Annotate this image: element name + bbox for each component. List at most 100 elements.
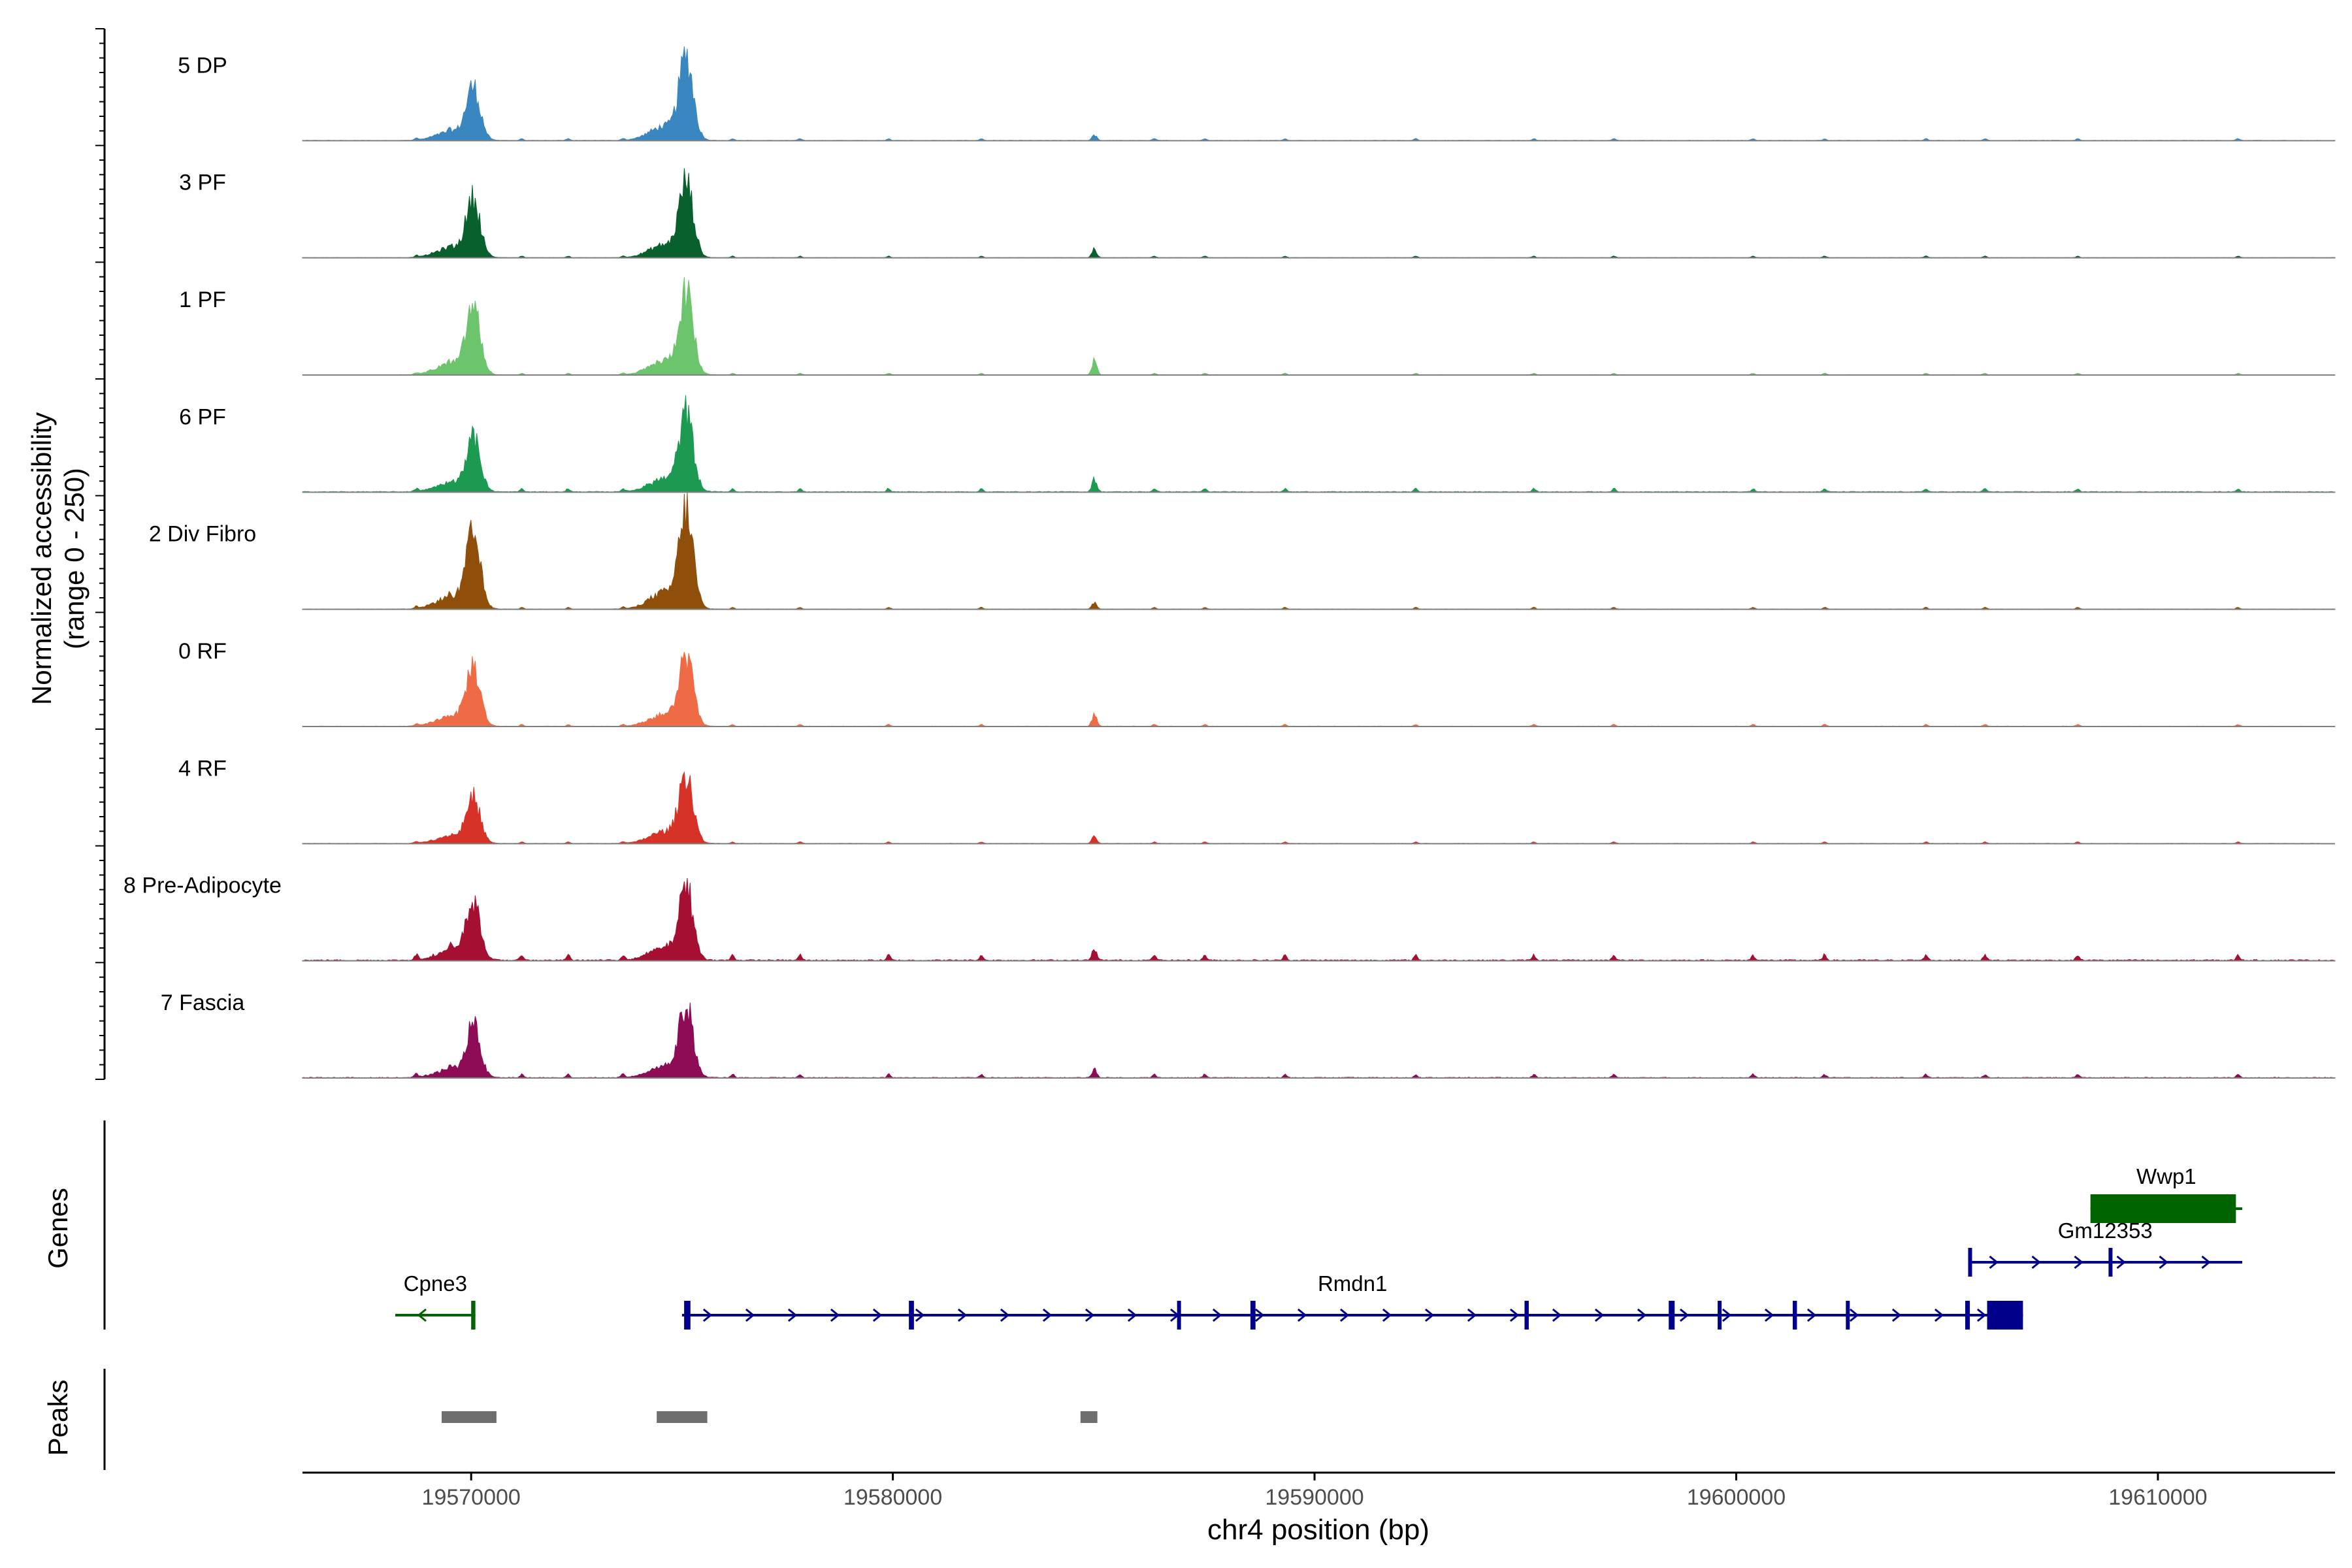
gene-Wwp1: Wwp1	[2090, 1164, 2243, 1223]
gene-Gm12353: Gm12353	[1968, 1218, 2243, 1277]
strand-arrow	[1679, 1308, 1690, 1322]
strand-arrow	[872, 1308, 883, 1322]
track-label-8: 7 Fascia	[161, 990, 245, 1015]
coverage-area-6	[302, 771, 2336, 844]
strand-arrow	[1849, 1308, 1859, 1322]
track-label-6: 4 RF	[178, 756, 227, 781]
coverage-tracks: 5 DP 3 PF 1 PF 6 PF 2 Div Fibro 0 RF 4 RF 8 Pre…	[95, 28, 2336, 1080]
track-5: 0 RF	[178, 639, 2336, 727]
gene-annotation-panel: Cpne3 Rmdn1 Gm12353 Wwp1	[103, 1120, 2243, 1330]
gene-Rmdn1: Rmdn1	[681, 1271, 2023, 1330]
strand-arrow	[1722, 1308, 1732, 1322]
track-3: 6 PF	[179, 395, 2336, 493]
coverage-area-1	[302, 168, 2336, 259]
strand-arrow	[1891, 1308, 1902, 1322]
strand-arrow	[1127, 1308, 1137, 1322]
strand-arrow	[1976, 1308, 1987, 1322]
x-tick-label-3: 19600000	[1687, 1485, 1786, 1510]
peak-region-1	[657, 1411, 708, 1423]
strand-arrow	[830, 1308, 840, 1322]
exon-Gm12353-0	[1968, 1248, 1972, 1277]
strand-arrow	[915, 1308, 925, 1322]
track-4: 2 Div Fibro	[149, 493, 2336, 610]
genes-panel-label: Genes	[42, 1188, 73, 1269]
strand-arrow	[1637, 1308, 1647, 1322]
strand-arrow	[2031, 1255, 2041, 1269]
gene-Cpne3: Cpne3	[395, 1271, 476, 1330]
y-axis-label-line2: (range 0 - 250)	[59, 468, 90, 649]
x-tick-label-4: 19610000	[2108, 1485, 2207, 1510]
strand-arrow	[1552, 1308, 1562, 1322]
x-tick-label-2: 19590000	[1265, 1485, 1364, 1510]
exon-Rmdn1-3	[1250, 1301, 1256, 1330]
exon-Cpne3-0	[471, 1301, 476, 1330]
track-2: 1 PF	[179, 277, 2336, 376]
coverage-area-0	[302, 46, 2336, 141]
track-label-1: 3 PF	[179, 171, 226, 195]
x-axis-label: chr4 position (bp)	[1207, 1514, 1429, 1546]
y-axis-label-line1: Normalized accessibility	[26, 412, 57, 705]
gene-label-Cpne3: Cpne3	[404, 1271, 467, 1296]
peaks-panel-label: Peaks	[42, 1380, 73, 1456]
strand-arrow	[1764, 1308, 1774, 1322]
exon-Rmdn1-7	[1792, 1301, 1797, 1330]
strand-arrow	[787, 1308, 798, 1322]
exon-Rmdn1-2	[1177, 1301, 1181, 1330]
strand-arrow	[417, 1308, 427, 1322]
strand-arrow	[745, 1308, 755, 1322]
strand-arrow	[1424, 1308, 1435, 1322]
strand-arrow	[1989, 1255, 1999, 1269]
peaks-panel	[103, 1369, 1098, 1470]
track-label-5: 0 RF	[178, 639, 227, 664]
strand-arrow	[1806, 1308, 1817, 1322]
exon-Rmdn1-1	[909, 1301, 914, 1330]
x-axis: 19570000 19580000 19590000 19600000 19610000	[302, 1471, 2335, 1510]
track-label-0: 5 DP	[178, 53, 227, 78]
strand-arrow	[1212, 1308, 1222, 1322]
gene-label-Wwp1: Wwp1	[2136, 1164, 2197, 1188]
exon-Rmdn1-0	[684, 1301, 691, 1330]
x-tick-label-1: 19580000	[843, 1485, 942, 1510]
exon-Gm12353-1	[2108, 1248, 2113, 1277]
track-label-3: 6 PF	[179, 404, 226, 429]
exon-Rmdn1-10	[1987, 1301, 2023, 1330]
strand-arrow	[1254, 1308, 1265, 1322]
strand-arrow	[1594, 1308, 1605, 1322]
exon-Rmdn1-4	[1524, 1301, 1529, 1330]
exon-Rmdn1-5	[1669, 1301, 1675, 1330]
coverage-area-5	[302, 651, 2336, 727]
strand-arrow	[1000, 1308, 1010, 1322]
coverage-area-8	[302, 1002, 2336, 1079]
coverage-area-2	[302, 277, 2336, 376]
gene-label-Rmdn1: Rmdn1	[1318, 1271, 1387, 1296]
strand-arrow	[957, 1308, 968, 1322]
exon-Rmdn1-6	[1718, 1301, 1722, 1330]
strand-arrow	[1085, 1308, 1095, 1322]
coverage-area-7	[302, 877, 2336, 962]
coverage-area-4	[302, 493, 2336, 610]
track-7: 8 Pre-Adipocyte	[123, 874, 2336, 962]
strand-arrow	[1934, 1308, 1944, 1322]
strand-arrow	[2201, 1255, 2211, 1269]
track-1: 3 PF	[179, 168, 2336, 259]
strand-arrow	[1339, 1308, 1350, 1322]
peak-region-0	[441, 1411, 497, 1423]
strand-arrow	[1297, 1308, 1307, 1322]
track-label-2: 1 PF	[179, 287, 226, 312]
exon-Rmdn1-8	[1846, 1301, 1850, 1330]
strand-arrow	[2116, 1255, 2126, 1269]
peak-region-2	[1080, 1411, 1098, 1423]
strand-arrow	[1509, 1308, 1520, 1322]
exon-Wwp1-0	[2090, 1194, 2236, 1223]
x-tick-label-0: 19570000	[422, 1485, 521, 1510]
strand-arrow	[1042, 1308, 1053, 1322]
track-0: 5 DP	[178, 46, 2336, 142]
strand-arrow	[2074, 1255, 2083, 1269]
track-6: 4 RF	[178, 756, 2336, 845]
strand-arrow	[702, 1308, 713, 1322]
track-label-7: 8 Pre-Adipocyte	[123, 874, 282, 898]
strand-arrow	[1467, 1308, 1477, 1322]
exon-Rmdn1-9	[1965, 1301, 1970, 1330]
strand-arrow	[1382, 1308, 1392, 1322]
